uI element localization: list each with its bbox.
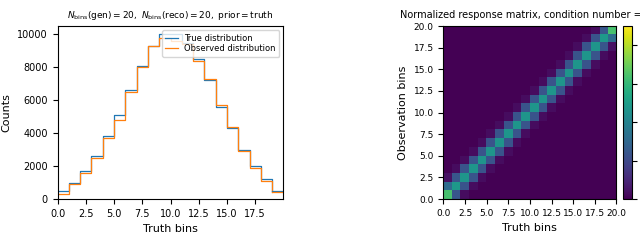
- True distribution: [76, 170, 84, 173]
- True distribution: [144, 44, 152, 47]
- Observed distribution: [268, 191, 276, 194]
- True distribution: [246, 165, 253, 168]
- True distribution: [200, 79, 208, 82]
- True distribution: [189, 58, 197, 60]
- Observed distribution: [246, 166, 253, 169]
- True distribution: [257, 178, 265, 181]
- Legend: True distribution, Observed distribution: True distribution, Observed distribution: [162, 30, 279, 57]
- Observed distribution: [133, 66, 141, 69]
- Title: Normalized response matrix, condition number = 7.6: Normalized response matrix, condition nu…: [400, 10, 640, 20]
- Observed distribution: [166, 40, 174, 42]
- Observed distribution: [99, 137, 107, 140]
- Observed distribution: [178, 43, 186, 46]
- True distribution: [110, 114, 118, 116]
- Title: $N_{\rm bins}({\rm gen})=20,\ N_{\rm bins}({\rm reco})=20,\ {\rm prior=truth}$: $N_{\rm bins}({\rm gen})=20,\ N_{\rm bin…: [67, 9, 274, 22]
- Observed distribution: [200, 77, 208, 80]
- True distribution: [54, 189, 61, 192]
- True distribution: [178, 41, 186, 44]
- Observed distribution: [223, 125, 231, 128]
- True distribution: [65, 181, 73, 184]
- Observed distribution: [122, 91, 129, 93]
- True distribution: [223, 127, 231, 130]
- True distribution: [88, 155, 95, 158]
- Line: True distribution: True distribution: [58, 34, 272, 191]
- True distribution: [122, 89, 129, 92]
- Y-axis label: Counts: Counts: [2, 93, 12, 132]
- Y-axis label: Observation bins: Observation bins: [398, 65, 408, 160]
- True distribution: [99, 134, 107, 137]
- True distribution: [156, 33, 163, 36]
- Observed distribution: [257, 180, 265, 182]
- Observed distribution: [144, 44, 152, 47]
- True distribution: [133, 64, 141, 67]
- X-axis label: Truth bins: Truth bins: [143, 224, 198, 234]
- Observed distribution: [212, 104, 220, 107]
- Observed distribution: [156, 36, 163, 39]
- True distribution: [234, 148, 242, 151]
- True distribution: [268, 189, 276, 192]
- True distribution: [212, 105, 220, 108]
- True distribution: [166, 33, 174, 36]
- X-axis label: Truth bins: Truth bins: [502, 223, 557, 233]
- Observed distribution: [110, 118, 118, 121]
- Observed distribution: [65, 183, 73, 186]
- Observed distribution: [76, 171, 84, 174]
- Observed distribution: [189, 59, 197, 62]
- Observed distribution: [88, 156, 95, 159]
- Line: Observed distribution: Observed distribution: [58, 38, 272, 194]
- Observed distribution: [234, 150, 242, 153]
- Observed distribution: [54, 193, 61, 196]
